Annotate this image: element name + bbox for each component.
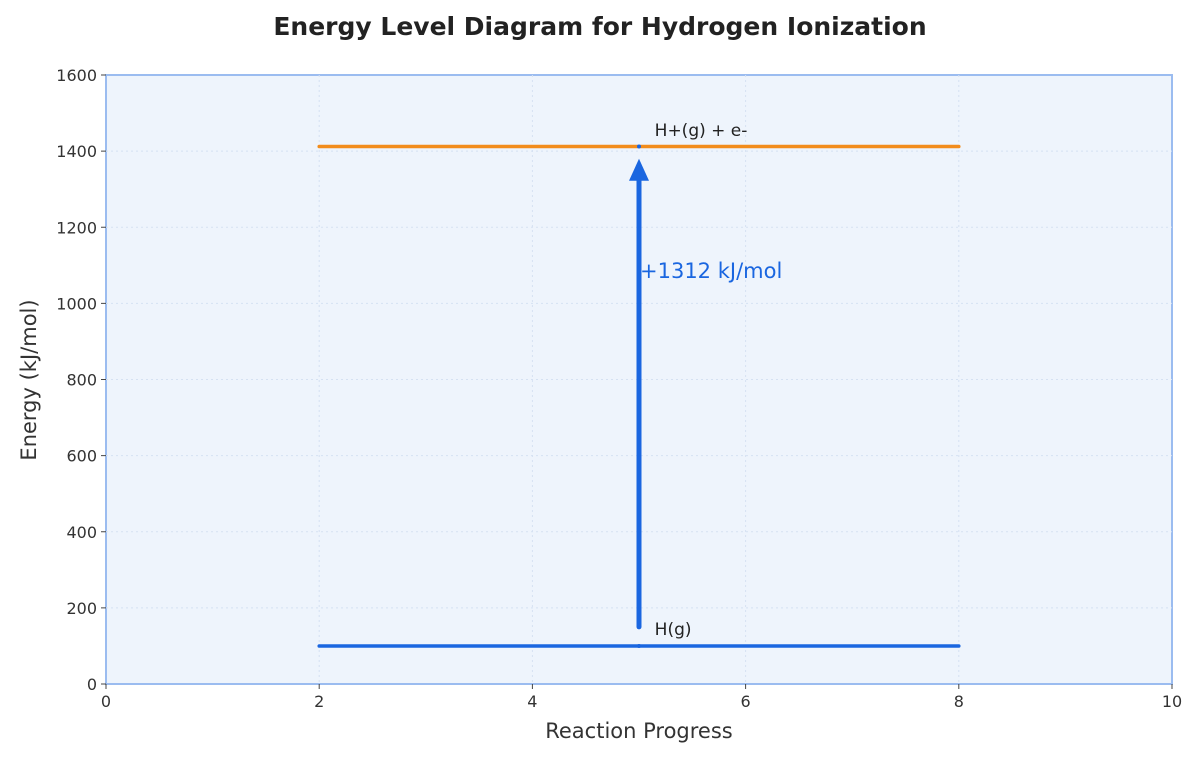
grid-lines — [106, 75, 1172, 684]
y-tick-label: 1600 — [56, 66, 97, 85]
y-tick-label: 400 — [66, 523, 97, 542]
axis-ticks: 0 2 4 6 8 10 0 200 400 600 800 1000 1200 1400 1600 — [56, 66, 1182, 711]
x-tick-label: 4 — [527, 692, 537, 711]
x-tick-label: 8 — [954, 692, 964, 711]
y-tick-label: 0 — [87, 675, 97, 694]
x-tick-label: 6 — [741, 692, 751, 711]
ionization-arrow-head — [629, 158, 649, 181]
energy-levels — [317, 144, 961, 648]
x-tick-label: 10 — [1162, 692, 1182, 711]
annotations: +1312 kJ/mol H(g) H+(g) + e- — [629, 121, 782, 640]
x-tick-label: 2 — [314, 692, 324, 711]
x-axis-label: Reaction Progress — [545, 719, 733, 743]
energy-level-point-1 — [637, 643, 641, 648]
chart-title: Energy Level Diagram for Hydrogen Ioniza… — [273, 12, 927, 41]
energy-level-label: H(g) — [655, 620, 692, 640]
y-tick-label: 200 — [66, 599, 97, 618]
energy-level-point-2 — [637, 144, 641, 149]
energy-level-label: H+(g) + e- — [655, 121, 748, 141]
y-tick-label: 800 — [66, 371, 97, 390]
y-tick-label: 1400 — [56, 142, 97, 161]
y-tick-label: 600 — [66, 447, 97, 466]
y-tick-label: 1000 — [56, 294, 97, 313]
x-tick-label: 0 — [101, 692, 111, 711]
y-axis-label: Energy (kJ/mol) — [17, 299, 41, 460]
y-tick-label: 1200 — [56, 218, 97, 237]
energy-change-label: +1312 kJ/mol — [640, 259, 782, 283]
